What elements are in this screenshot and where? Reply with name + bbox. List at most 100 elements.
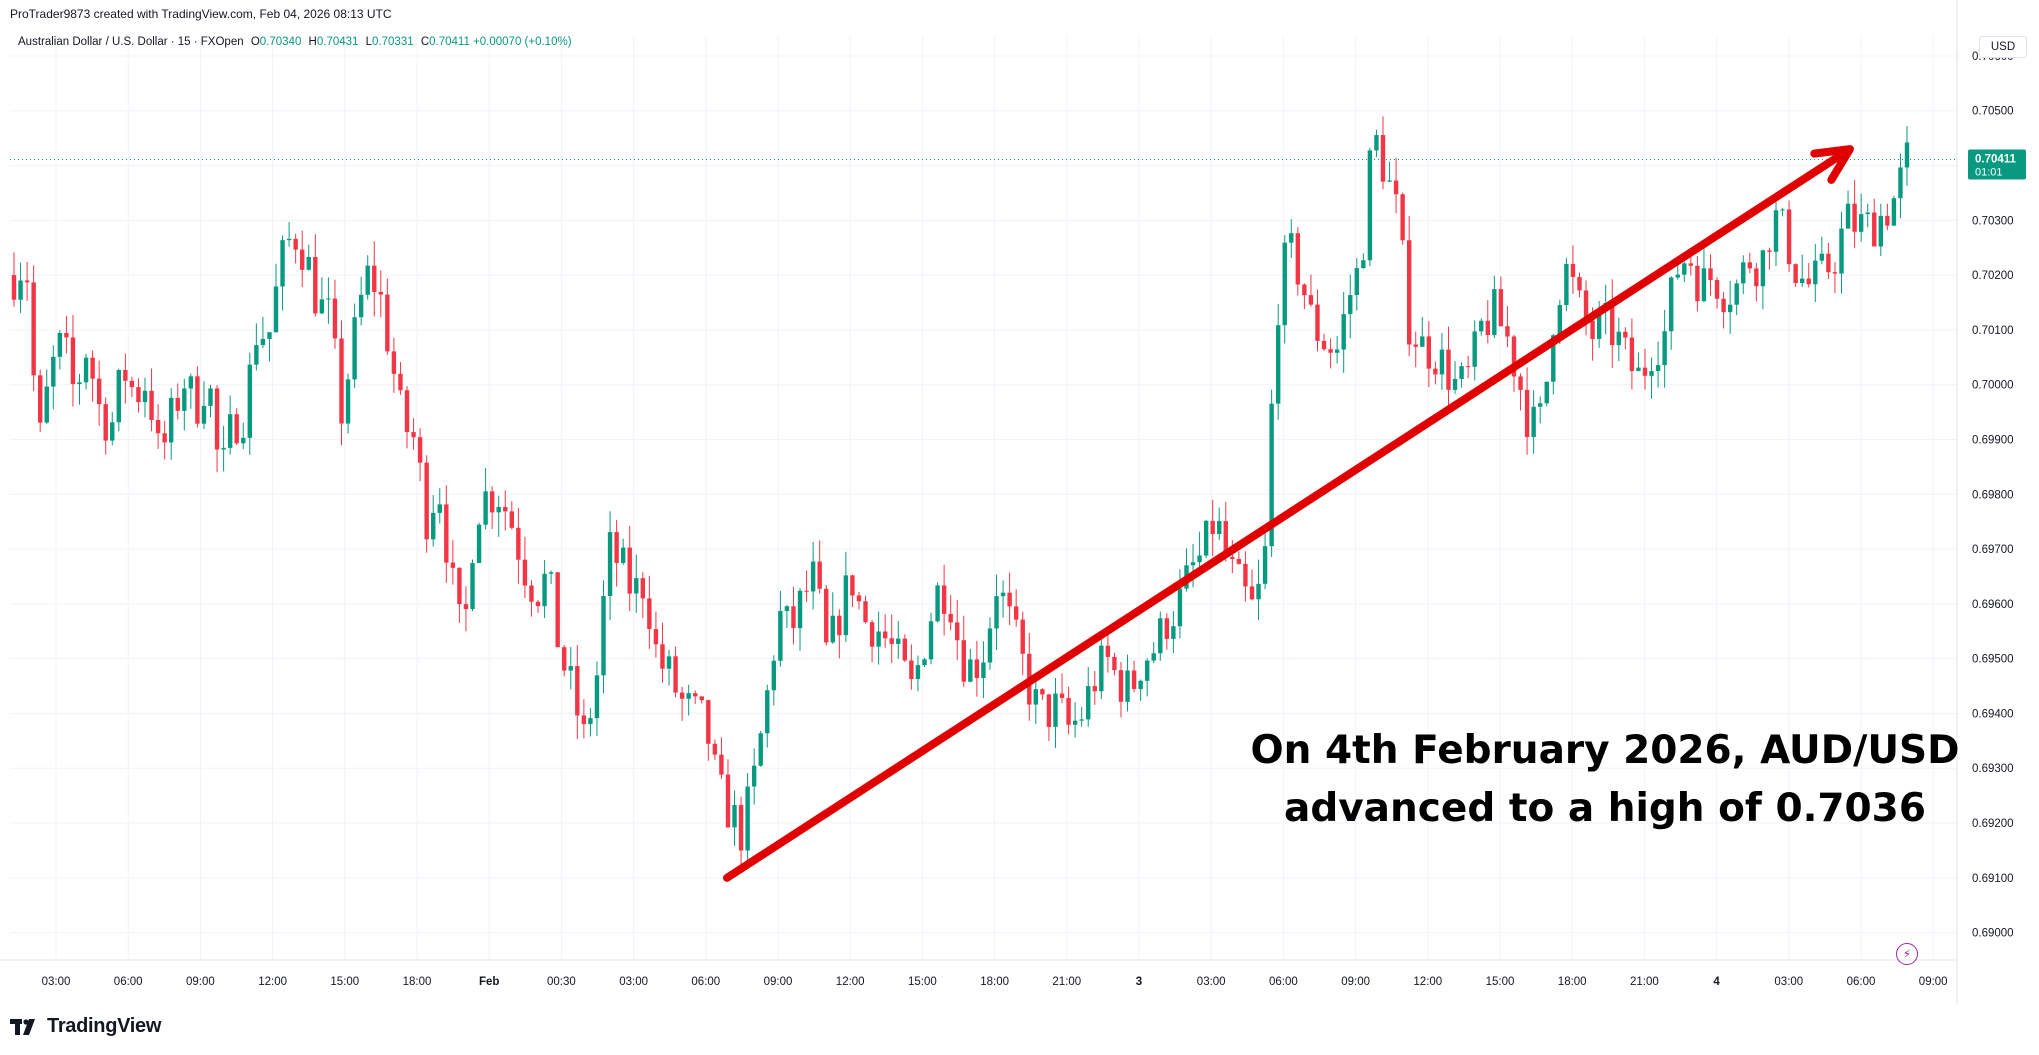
candle-up — [1531, 406, 1536, 437]
candle-up — [830, 615, 835, 643]
candle-up — [496, 506, 501, 513]
price-tick-label: 0.69300 — [1972, 763, 2014, 775]
time-tick-label: 03:00 — [42, 976, 71, 988]
candle-up — [928, 621, 934, 660]
candle-up — [1799, 278, 1805, 284]
candle-up — [1420, 336, 1425, 347]
candle-down — [719, 754, 724, 775]
candle-down — [653, 629, 659, 645]
candle-down — [706, 700, 711, 744]
candle-up — [437, 504, 442, 513]
candle-down — [725, 774, 731, 828]
candle-down — [1767, 250, 1772, 252]
candle-up — [1348, 295, 1353, 315]
time-tick-label: 15:00 — [1486, 976, 1515, 988]
candle-down — [712, 743, 718, 755]
candle-up — [1217, 521, 1222, 535]
time-tick-label: 12:00 — [1413, 976, 1442, 988]
time-tick-label: 09:00 — [1341, 976, 1370, 988]
time-tick-label: 06:00 — [691, 976, 720, 988]
candle-up — [1367, 150, 1373, 261]
candle-up — [1701, 268, 1707, 302]
time-tick-label: 4 — [1713, 976, 1720, 988]
time-axis: 03:00 06:00 09:00 12:00 15:00 18:00 Feb 00:30 03… — [0, 959, 1957, 988]
candle-down — [31, 282, 36, 376]
candle-down — [1105, 645, 1111, 657]
candle-down — [1308, 295, 1314, 305]
candle-down — [509, 511, 515, 528]
candle-up — [1000, 592, 1006, 597]
candle-down — [123, 369, 128, 381]
currency-button[interactable]: USD — [1979, 36, 2027, 58]
candle-down — [660, 644, 665, 669]
candle-up — [1138, 680, 1143, 690]
tradingview-logo-icon — [10, 1018, 35, 1035]
candle-down — [1806, 278, 1811, 285]
candle-up — [1662, 331, 1667, 366]
candle-up — [201, 405, 207, 424]
candle-up — [358, 294, 364, 318]
time-tick-label: 15:00 — [330, 976, 359, 988]
candle-down — [1328, 349, 1333, 353]
time-tick-label: 09:00 — [186, 976, 215, 988]
candle-down — [1721, 298, 1726, 313]
candle-up — [810, 561, 816, 592]
last-price-value: 0.70411 — [1975, 154, 2017, 166]
candle-up — [745, 786, 750, 851]
candle-down — [155, 419, 161, 434]
candle-up — [1472, 331, 1477, 367]
candle-down — [195, 376, 200, 424]
candle-down — [522, 559, 528, 586]
candle-down — [824, 588, 829, 643]
candle-up — [1125, 670, 1130, 702]
candle-down — [1295, 233, 1301, 285]
time-tick-label: 00:30 — [547, 976, 576, 988]
candle-up — [1898, 167, 1903, 199]
candle-down — [909, 660, 914, 680]
candle-down — [1623, 331, 1628, 338]
candle-down — [70, 337, 76, 385]
candle-down — [679, 692, 685, 699]
symbol-legend[interactable]: Australian Dollar / U.S. Dollar · 15 · F… — [18, 36, 572, 48]
candle-down — [1786, 209, 1792, 265]
candle-down — [1570, 263, 1576, 278]
candle-up — [1773, 210, 1779, 252]
candle-up — [1845, 203, 1851, 229]
candle-up — [110, 422, 115, 441]
symbol-name[interactable]: Australian Dollar / U.S. Dollar · 15 · F… — [18, 36, 244, 48]
candle-down — [1518, 376, 1523, 390]
candle-down — [214, 388, 220, 450]
candle-down — [516, 527, 521, 560]
candle-up — [686, 693, 691, 699]
candle-up — [273, 286, 279, 333]
time-tick-label: 15:00 — [908, 976, 937, 988]
candle-up — [267, 332, 272, 339]
candle-down — [1426, 336, 1432, 369]
candle-up — [1675, 274, 1680, 278]
candle-down — [1629, 337, 1635, 372]
candle-up — [620, 547, 626, 563]
candle-down — [378, 291, 384, 295]
candle-down — [162, 433, 167, 443]
candle-up — [352, 317, 357, 380]
candle-down — [804, 590, 809, 592]
candle-up — [365, 265, 370, 295]
candle-up — [1341, 314, 1346, 350]
price-tick-label: 0.70200 — [1972, 270, 2014, 282]
price-tick-label: 0.69500 — [1972, 654, 2014, 666]
candle-up — [634, 578, 639, 594]
candle-up — [431, 512, 436, 540]
candle-down — [1236, 558, 1242, 564]
candle-down — [955, 622, 960, 641]
candle-down — [1885, 215, 1890, 226]
high-label: H — [308, 36, 317, 48]
candle-up — [280, 240, 285, 287]
candle-up — [208, 388, 213, 406]
candle-up — [1053, 693, 1058, 727]
candle-up — [1269, 403, 1274, 547]
candle-down — [503, 506, 508, 512]
tradingview-logo[interactable]: TradingView — [10, 1015, 161, 1038]
candle-up — [116, 369, 122, 423]
lightning-icon[interactable]: ⚡ — [1896, 943, 1918, 965]
